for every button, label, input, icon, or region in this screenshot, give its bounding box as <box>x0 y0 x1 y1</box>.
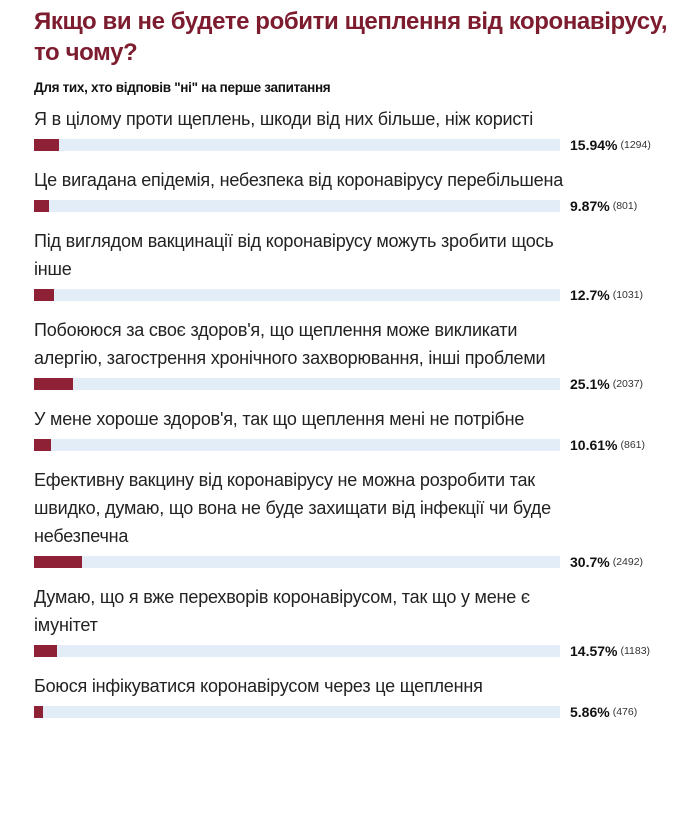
bar-fill <box>34 378 74 390</box>
bar-fill <box>34 439 51 451</box>
poll-item: Це вигадана епідемія, небезпека від коро… <box>34 166 674 214</box>
bar-track <box>34 200 560 212</box>
poll-item: Під виглядом вакцинації від коронавірусу… <box>34 227 674 303</box>
result-row: 30.7% (2492) <box>34 554 674 570</box>
bar-track <box>34 439 560 451</box>
answer-label: Думаю, що я вже перехворів коронавірусом… <box>34 587 530 635</box>
bar-track <box>34 139 560 151</box>
count-label: (861) <box>620 439 645 451</box>
poll-item: Думаю, що я вже перехворів коронавірусом… <box>34 583 674 659</box>
bar-track <box>34 556 560 568</box>
bar-fill <box>34 200 50 212</box>
percent-label: 25.1% <box>570 376 610 392</box>
count-label: (801) <box>612 200 638 212</box>
answer-label: У мене хороше здоров'я, так що щеплення … <box>34 409 525 429</box>
poll-item: Ефективну вакцину від коронавірусу не мо… <box>34 466 674 570</box>
count-label: (476) <box>612 706 638 718</box>
count-label: (1294) <box>620 139 651 151</box>
poll-title: Якщо ви не будете робити щеплення від ко… <box>34 8 668 66</box>
result-row: 25.1% (2037) <box>34 376 674 392</box>
poll-items: Я в цілому проти щеплень, шкоди від них … <box>34 105 674 720</box>
percent-label: 10.61% <box>570 437 618 453</box>
result-row: 12.7% (1031) <box>34 287 674 303</box>
bar-fill <box>34 706 44 718</box>
bar-fill <box>34 645 57 657</box>
result-row: 5.86% (476) <box>34 704 674 720</box>
answer-label: Я в цілому проти щеплень, шкоди від них … <box>34 109 534 129</box>
poll-item: У мене хороше здоров'я, так що щеплення … <box>34 405 674 453</box>
answer-label: Побоююся за своє здоров'я, що щеплення м… <box>34 320 546 368</box>
answer-label: Під виглядом вакцинації від коронавірусу… <box>34 231 554 279</box>
poll-item: Побоююся за своє здоров'я, що щеплення м… <box>34 316 674 392</box>
bar-track <box>34 378 560 390</box>
percent-label: 15.94% <box>570 137 618 153</box>
percent-label: 5.86% <box>570 704 610 720</box>
result-row: 9.87% (801) <box>34 198 674 214</box>
bar-fill <box>34 289 54 301</box>
bar-track <box>34 706 560 718</box>
answer-label: Ефективну вакцину від коронавірусу не мо… <box>34 470 551 546</box>
percent-label: 30.7% <box>570 554 610 570</box>
poll-item: Боюся інфікуватися коронавірусом через ц… <box>34 672 674 720</box>
poll-item: Я в цілому проти щеплень, шкоди від них … <box>34 105 674 153</box>
result-row: 15.94% (1294) <box>34 137 674 153</box>
bar-fill <box>34 556 83 568</box>
answer-label: Це вигадана епідемія, небезпека від коро… <box>34 170 564 190</box>
percent-label: 14.57% <box>570 643 618 659</box>
answer-label: Боюся інфікуватися коронавірусом через ц… <box>34 676 483 696</box>
bar-track <box>34 645 560 657</box>
bar-fill <box>34 139 60 151</box>
poll-results: Якщо ви не будете робити щеплення від ко… <box>34 8 674 720</box>
poll-subtitle: Для тих, хто відповів "ні" на перше запи… <box>34 80 331 95</box>
bar-track <box>34 289 560 301</box>
result-row: 10.61% (861) <box>34 437 674 453</box>
count-label: (2492) <box>612 556 644 568</box>
count-label: (2037) <box>612 378 644 390</box>
percent-label: 9.87% <box>570 198 610 214</box>
count-label: (1183) <box>620 645 651 657</box>
count-label: (1031) <box>612 289 644 301</box>
percent-label: 12.7% <box>570 287 610 303</box>
result-row: 14.57% (1183) <box>34 643 674 659</box>
